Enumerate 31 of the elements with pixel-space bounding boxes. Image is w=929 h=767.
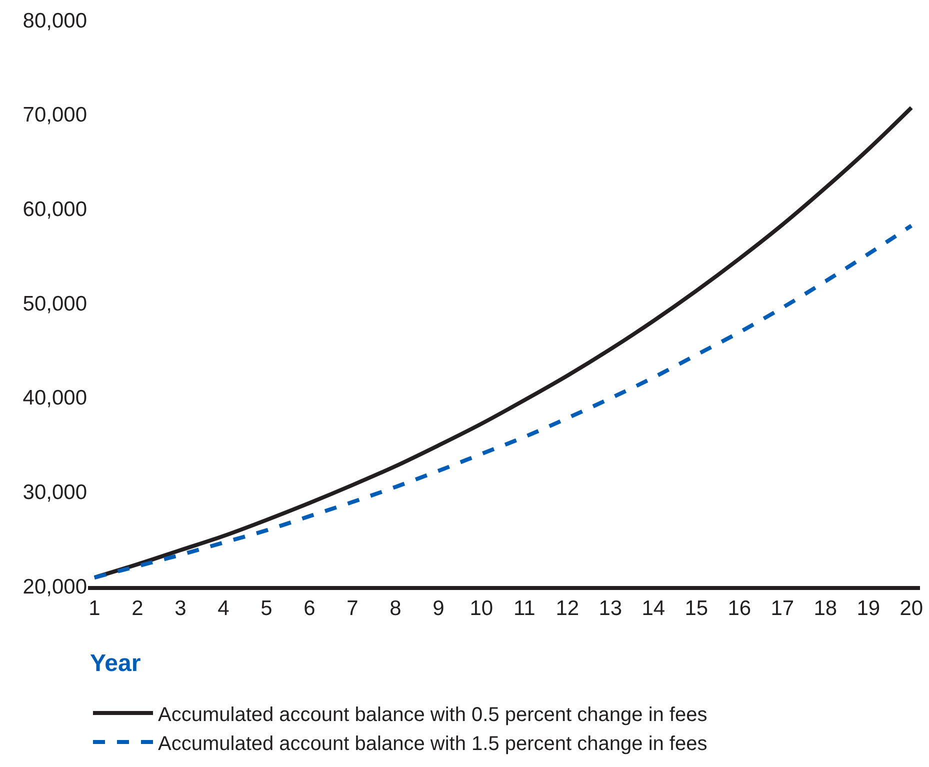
- y-tick-label: 80,000: [22, 9, 87, 32]
- y-tick-label: 20,000: [22, 575, 87, 598]
- x-tick-label: 8: [390, 597, 402, 620]
- legend-label: Accumulated account balance with 1.5 percent change in fees: [158, 732, 708, 755]
- x-tick-label: 3: [174, 597, 186, 620]
- x-tick-label: 19: [856, 597, 880, 620]
- x-axis-title: Year: [90, 650, 141, 677]
- x-tick-label: 9: [432, 597, 444, 620]
- x-tick-label: 16: [728, 597, 752, 620]
- legend-label: Accumulated account balance with 0.5 percent change in fees: [158, 704, 708, 726]
- x-tick-label: 11: [514, 597, 536, 620]
- x-tick-label: 15: [684, 597, 708, 620]
- x-tick-label: 12: [556, 597, 580, 620]
- x-tick-label: 5: [260, 597, 272, 620]
- x-tick-label: 1: [88, 597, 100, 620]
- y-tick-label: 40,000: [22, 386, 87, 410]
- x-tick-label: 18: [814, 597, 838, 620]
- y-tick-label: 60,000: [22, 198, 87, 222]
- y-tick-label: 50,000: [22, 292, 87, 316]
- x-tick-label: 7: [346, 597, 358, 620]
- y-tick-label: 70,000: [22, 104, 87, 127]
- x-tick-label: 13: [598, 597, 622, 620]
- line-series: [92, 224, 914, 580]
- x-tick-label: 20: [900, 597, 924, 620]
- x-tick-label: 14: [642, 597, 666, 620]
- y-tick-label: 30,000: [22, 481, 87, 504]
- x-tick-label: 10: [470, 597, 494, 620]
- x-tick-label: 2: [132, 597, 144, 620]
- x-tick-label: 17: [770, 597, 794, 620]
- x-tick-label: 6: [304, 597, 316, 620]
- x-tick-label: 4: [218, 597, 230, 620]
